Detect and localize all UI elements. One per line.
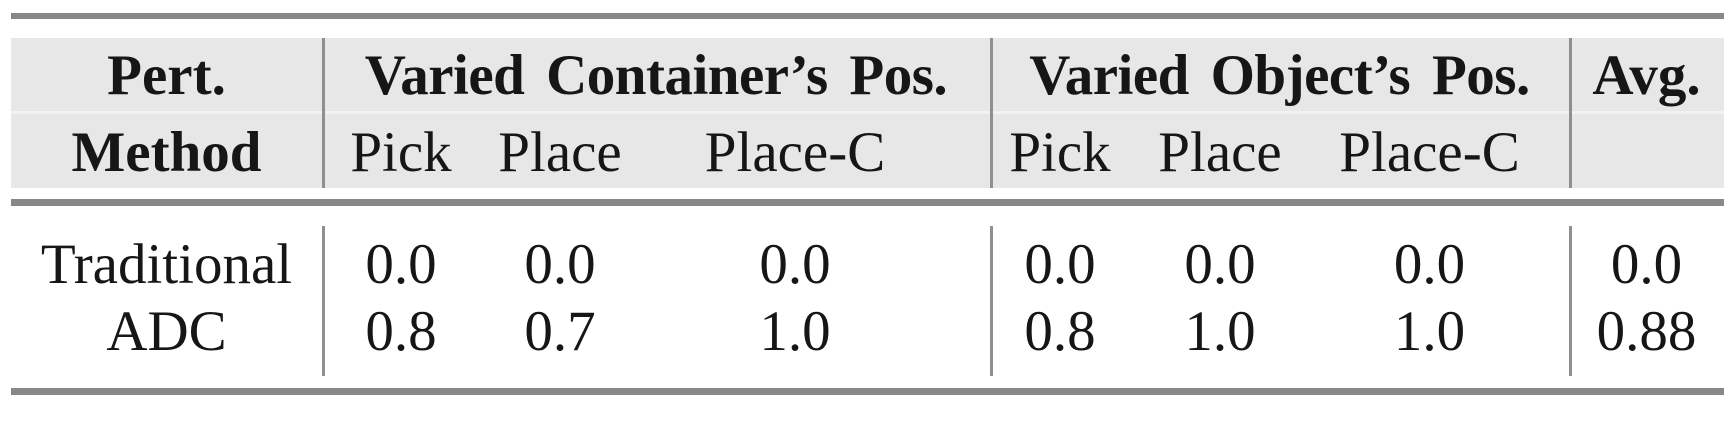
table-body: Traditional 0.0 0.0 0.0 0.0 0.0 0.0 0.0 … bbox=[11, 206, 1724, 388]
value-cell: 0.7 bbox=[524, 300, 596, 363]
body-column-divider-2 bbox=[990, 226, 993, 376]
value-cell: 0.0 bbox=[759, 233, 831, 296]
column-divider-3 bbox=[1569, 38, 1572, 188]
table-row-adc: ADC 0.8 0.7 1.0 0.8 1.0 1.0 0.88 bbox=[11, 297, 1724, 364]
header-group-object-pos: Varied Object’s Pos. bbox=[1029, 44, 1530, 107]
header-method: Method bbox=[71, 120, 262, 184]
top-rule bbox=[11, 13, 1724, 19]
bottom-rule bbox=[11, 388, 1724, 395]
subheader-avg-empty bbox=[1569, 150, 1724, 152]
header-row-subcolumns: Method Pick Place Place-C Pick Place Pla… bbox=[11, 114, 1724, 188]
header-avg: Avg. bbox=[1592, 44, 1701, 107]
header-group-container-pos: Varied Container’s Pos. bbox=[364, 44, 948, 107]
header-row-groups: Pert. Varied Container’s Pos. Varied Obj… bbox=[11, 38, 1724, 111]
value-cell: 0.0 bbox=[365, 233, 437, 296]
value-cell: 1.0 bbox=[1184, 300, 1256, 363]
header-row-separator bbox=[11, 111, 1724, 114]
value-cell: 0.0 bbox=[1024, 233, 1096, 296]
body-column-divider-1 bbox=[322, 226, 325, 376]
table-header: Pert. Varied Container’s Pos. Varied Obj… bbox=[11, 38, 1724, 188]
avg-cell: 0.88 bbox=[1596, 300, 1697, 363]
avg-cell: 0.0 bbox=[1610, 233, 1683, 296]
subheader-g1-place: Place bbox=[498, 120, 622, 184]
value-cell: 0.8 bbox=[365, 300, 437, 363]
column-divider-2 bbox=[990, 38, 993, 188]
table-row-traditional: Traditional 0.0 0.0 0.0 0.0 0.0 0.0 0.0 bbox=[11, 230, 1724, 297]
subheader-g1-place-c: Place-C bbox=[704, 120, 886, 184]
row-method-label: Traditional bbox=[40, 233, 293, 296]
header-pert: Pert. bbox=[107, 44, 226, 107]
results-table: Pert. Varied Container’s Pos. Varied Obj… bbox=[11, 13, 1724, 395]
subheader-g2-pick: Pick bbox=[1009, 120, 1111, 184]
row-method-label: ADC bbox=[106, 300, 227, 363]
value-cell: 1.0 bbox=[759, 300, 831, 363]
value-cell: 0.0 bbox=[1393, 233, 1466, 296]
mid-rule bbox=[11, 199, 1724, 206]
column-divider-1 bbox=[322, 38, 325, 188]
subheader-g1-pick: Pick bbox=[350, 120, 452, 184]
subheader-g2-place: Place bbox=[1158, 120, 1282, 184]
subheader-g2-place-c: Place-C bbox=[1339, 120, 1520, 184]
value-cell: 1.0 bbox=[1393, 300, 1466, 363]
body-column-divider-3 bbox=[1569, 226, 1572, 376]
value-cell: 0.8 bbox=[1024, 300, 1096, 363]
value-cell: 0.0 bbox=[524, 233, 596, 296]
header-body-gap bbox=[11, 188, 1724, 199]
value-cell: 0.0 bbox=[1184, 233, 1256, 296]
